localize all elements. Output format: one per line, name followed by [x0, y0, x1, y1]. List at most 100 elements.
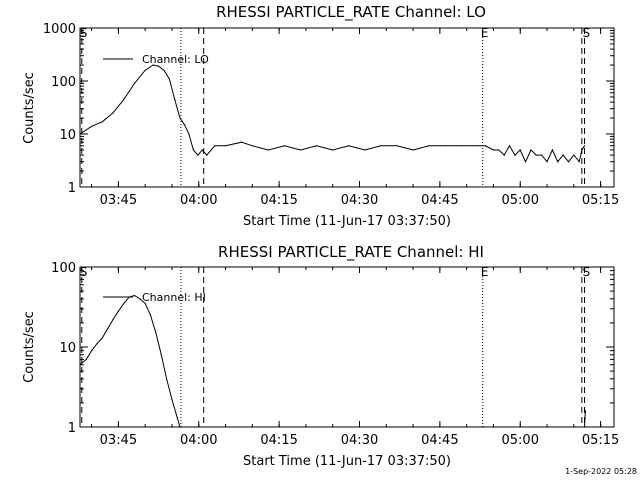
x-tick-label-lo-1: 04:00 — [180, 193, 217, 208]
data-point-lo-51 — [562, 154, 564, 156]
data-point-lo-32 — [412, 149, 414, 151]
data-point-lo-21 — [241, 141, 243, 143]
data-point-lo-23 — [267, 149, 269, 151]
data-point-lo-42 — [514, 154, 516, 156]
data-point-lo-30 — [380, 145, 382, 147]
data-point-lo-50 — [557, 161, 559, 163]
y-axis-label-hi: Counts/sec — [22, 311, 37, 383]
data-point-lo-26 — [316, 145, 318, 147]
data-point-hi-5 — [107, 328, 109, 330]
data-point-lo-34 — [444, 145, 446, 147]
data-point-lo-37 — [484, 145, 486, 147]
data-point-lo-41 — [508, 145, 511, 147]
legend-hi: Channel: HI — [103, 291, 206, 304]
data-point-lo-48 — [546, 161, 548, 163]
data-point-lo-47 — [541, 154, 543, 156]
x-axis-label-lo: Start Time (11-Jun-17 03:37:50) — [243, 214, 451, 229]
data-point-hi-1 — [85, 358, 87, 360]
generation-timestamp: 1-Sep-2022 05:28 — [565, 467, 637, 476]
data-point-lo-3 — [112, 112, 114, 114]
data-point-lo-2 — [101, 121, 103, 123]
data-point-lo-40 — [503, 154, 505, 156]
x-tick-label-lo-0: 03:45 — [100, 193, 137, 208]
x-tick-label-hi-0: 03:45 — [100, 433, 137, 448]
data-point-hi-8 — [123, 302, 125, 305]
data-point-hi-17 — [171, 399, 173, 401]
data-point-hi-18 — [176, 417, 178, 419]
time-marker-label-hi-3: E — [481, 265, 489, 279]
x-tick-label-hi-1: 04:00 — [180, 433, 217, 448]
y-axis-ticks-lo: 1 10 100 1000 — [43, 22, 614, 196]
data-point-lo-0 — [79, 133, 81, 135]
data-point-lo-29 — [364, 149, 366, 151]
chart-title-lo: RHESSI PARTICLE_RATE Channel: LO — [216, 3, 486, 22]
data-point-hi-11 — [139, 298, 141, 300]
data-point-lo-15 — [192, 149, 194, 151]
data-point-lo-10 — [168, 78, 170, 80]
data-point-lo-49 — [551, 149, 554, 151]
data-point-lo-45 — [530, 149, 532, 151]
time-marker-label-hi-5: S — [583, 265, 591, 279]
data-point-lo-12 — [179, 117, 181, 119]
x-tick-label-hi-5: 05:00 — [502, 433, 539, 448]
data-point-hi-7 — [117, 310, 119, 312]
legend-label-hi: Channel: HI — [142, 291, 206, 304]
data-point-lo-44 — [525, 161, 527, 163]
data-point-hi-16 — [166, 378, 168, 380]
data-point-lo-25 — [300, 149, 302, 151]
data-point-hi-4 — [101, 337, 103, 339]
data-point-hi-19 — [179, 426, 181, 428]
x-tick-label-lo-4: 04:45 — [421, 193, 458, 208]
y-tick-label-hi-2: 100 — [51, 261, 76, 276]
x-axis-label-hi: Start Time (11-Jun-17 03:37:50) — [243, 454, 451, 469]
series-line-lo — [79, 64, 585, 163]
series-line-hi — [79, 294, 586, 428]
data-point-hi-0 — [79, 364, 81, 366]
data-point-lo-55 — [581, 149, 583, 151]
series-lo — [79, 64, 586, 163]
data-point-lo-11 — [174, 98, 176, 100]
series-hi — [79, 294, 587, 428]
chart-hi: RHESSI PARTICLE_RATE Channel: HI S E S 03:… — [22, 243, 619, 469]
y-tick-label-hi-1: 10 — [59, 341, 76, 356]
data-point-lo-9 — [163, 69, 165, 71]
x-tick-label-lo-3: 04:30 — [341, 193, 378, 208]
data-point-hi-13 — [149, 314, 152, 316]
data-point-lo-17 — [201, 149, 203, 151]
time-marker-label-hi-0: S — [80, 265, 88, 279]
data-point-lo-24 — [283, 145, 286, 147]
x-tick-label-lo-2: 04:15 — [260, 193, 297, 208]
time-marker-label-lo-3: E — [481, 26, 489, 40]
data-point-lo-52 — [567, 161, 570, 163]
data-point-lo-19 — [214, 145, 216, 147]
plot-frame-lo — [79, 27, 615, 188]
data-point-lo-46 — [535, 154, 537, 156]
y-tick-label-hi-0: 1 — [68, 421, 76, 436]
legend-label-lo: Channel: LO — [142, 53, 209, 66]
x-tick-label-hi-2: 04:15 — [260, 433, 297, 448]
data-point-lo-54 — [578, 161, 580, 163]
x-axis-ticks-hi: 03:45 04:00 04:15 04:30 04:45 05:00 05:15 — [91, 267, 619, 448]
chart-title-hi: RHESSI PARTICLE_RATE Channel: HI — [218, 243, 484, 262]
y-tick-label-lo-3: 1000 — [43, 22, 76, 37]
data-point-lo-43 — [519, 149, 521, 151]
data-point-lo-4 — [123, 98, 125, 100]
data-point-lo-53 — [573, 154, 575, 156]
data-point-lo-33 — [428, 145, 430, 147]
x-tick-label-hi-6: 05:15 — [582, 433, 619, 448]
data-point-hi-15 — [160, 354, 162, 356]
data-point-hi-20 — [583, 426, 586, 428]
data-point-hi-3 — [96, 343, 98, 345]
y-tick-label-lo-2: 100 — [51, 75, 76, 90]
y-axis-ticks-hi: 1 10 100 — [51, 261, 614, 436]
x-tick-label-lo-6: 05:15 — [582, 193, 619, 208]
y-tick-label-lo-0: 1 — [68, 181, 76, 196]
data-point-lo-14 — [188, 133, 190, 135]
data-point-lo-7 — [152, 64, 154, 66]
data-point-lo-1 — [91, 125, 93, 127]
data-point-lo-18 — [206, 154, 208, 156]
data-point-lo-28 — [348, 145, 350, 147]
x-axis-ticks-lo: 03:45 04:00 04:15 04:30 04:45 05:00 05:15 — [91, 28, 619, 208]
